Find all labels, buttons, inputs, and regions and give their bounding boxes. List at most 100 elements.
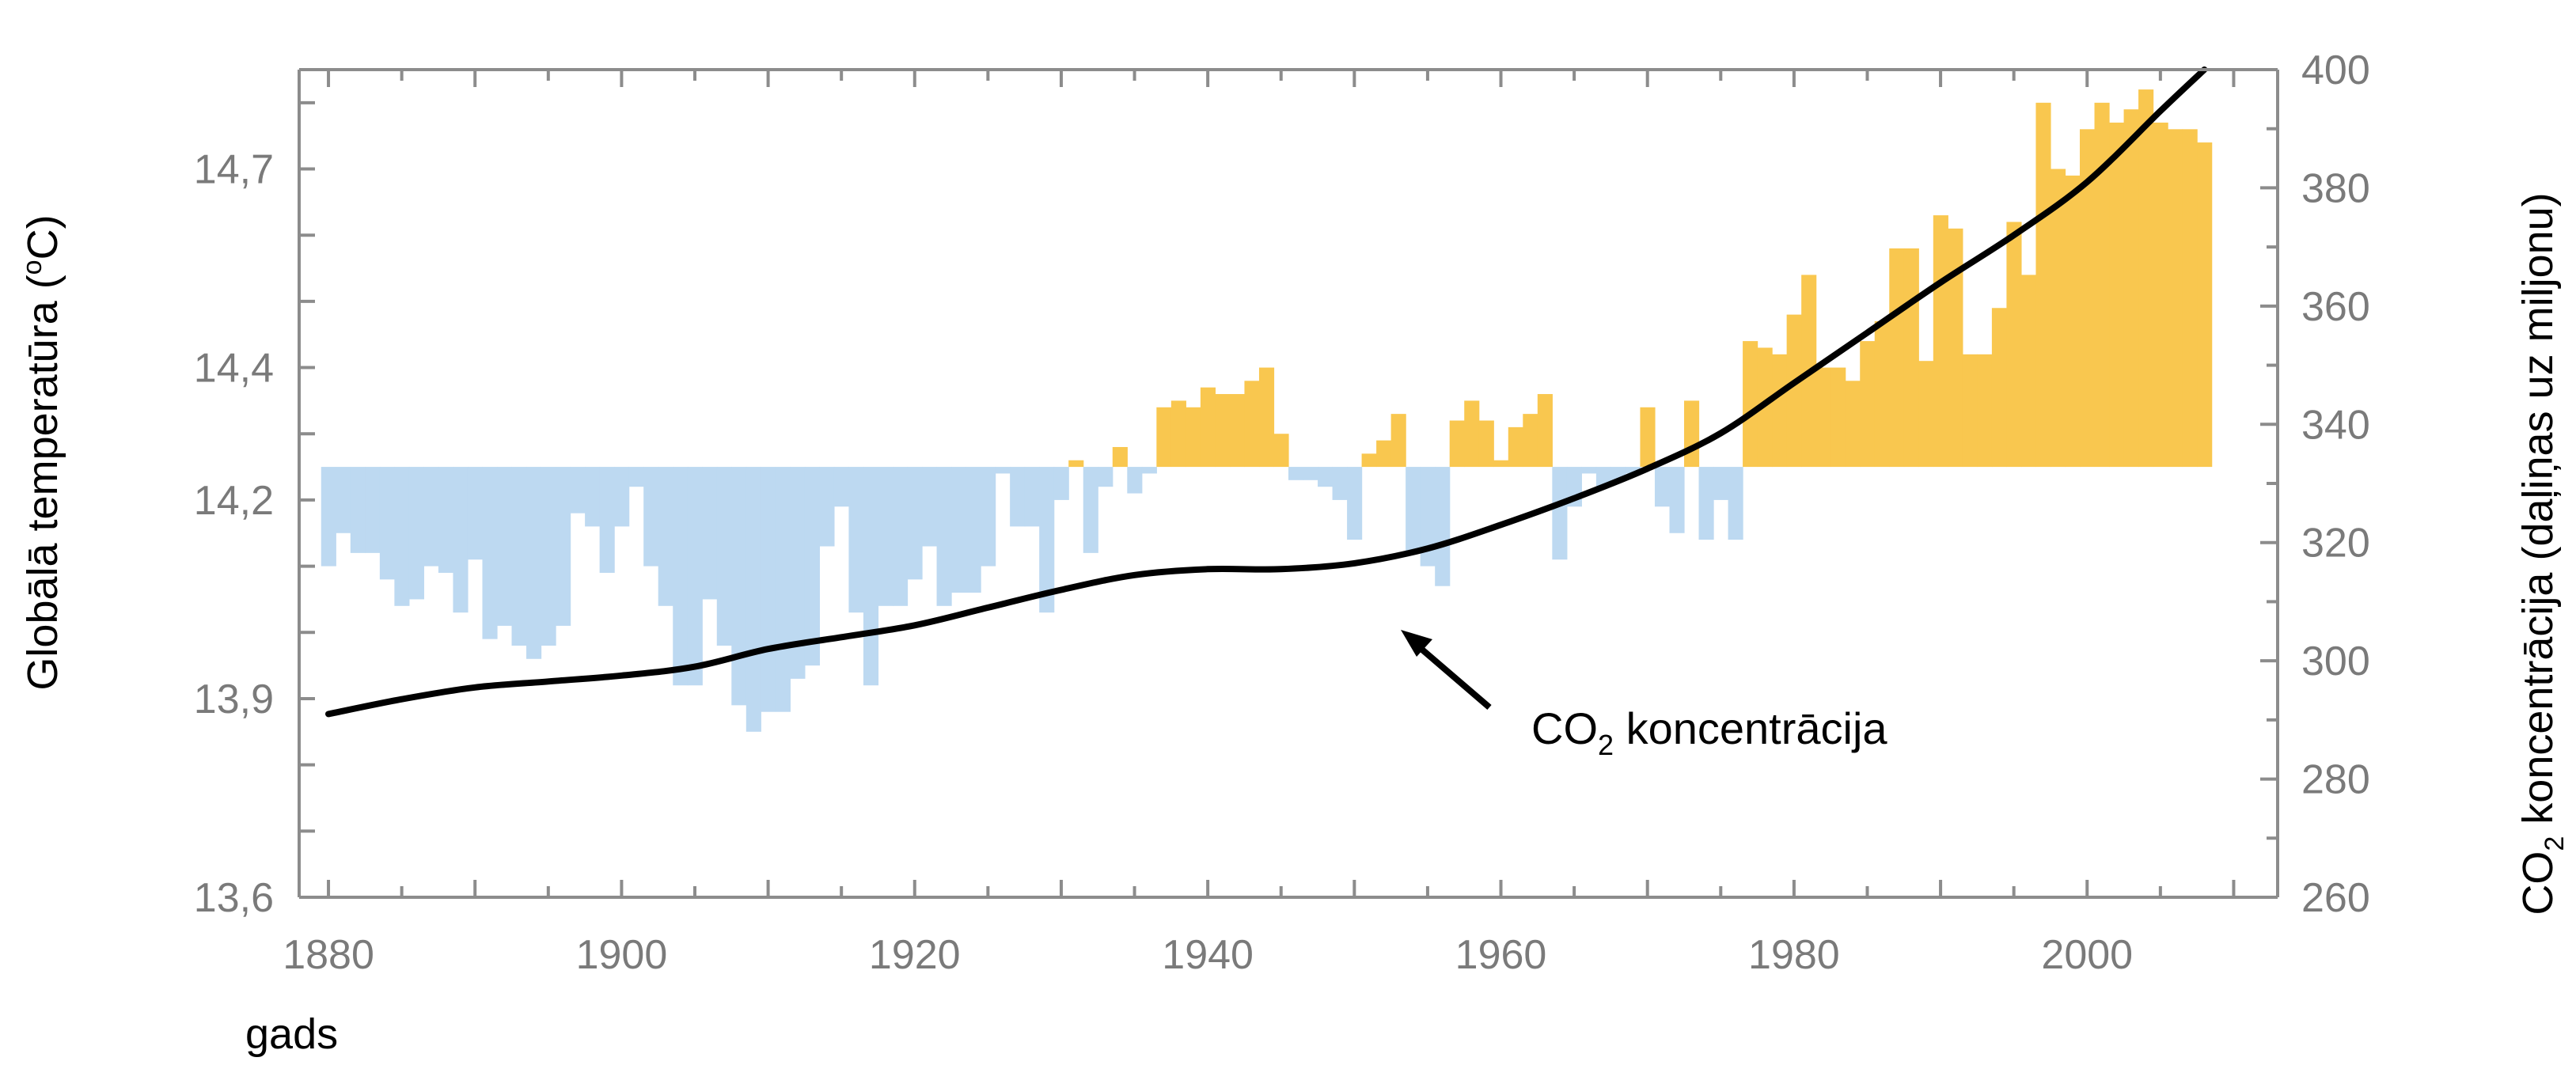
temperature-bar xyxy=(819,467,835,547)
temperature-bar xyxy=(995,467,1011,474)
temperature-bar xyxy=(1229,394,1246,468)
temperature-bar xyxy=(379,467,395,580)
temperature-bar xyxy=(1098,467,1113,487)
annotation-label-pre: CO xyxy=(1531,703,1598,753)
x-tick-label: 1960 xyxy=(1455,932,1547,978)
temperature-bar xyxy=(1053,467,1069,500)
y-axis-right-title-pre: CO xyxy=(2514,851,2562,915)
temperature-bar xyxy=(833,467,850,507)
co2-line xyxy=(325,66,2208,718)
temperature-bar xyxy=(1728,467,1743,540)
temperature-bar xyxy=(1640,407,1656,468)
temperature-bar xyxy=(336,467,351,533)
temperature-bar xyxy=(1493,460,1509,468)
y2-tick-label: 320 xyxy=(2301,521,2370,567)
temperature-bar xyxy=(1669,467,1685,533)
temperature-bar xyxy=(1288,467,1304,480)
temperature-bar xyxy=(1860,341,1876,468)
temperature-bar xyxy=(1112,446,1128,468)
temperature-bar xyxy=(1215,394,1231,468)
x-tick-label: 1980 xyxy=(1748,932,1840,978)
x-axis-ticks: 1880 1900 1920 1940 1960 1980 2000 xyxy=(283,70,2236,978)
y-tick-label: 14,2 xyxy=(194,478,274,524)
y-axis-left-title: Globālā temperatūra (oC) xyxy=(17,214,66,690)
y2-tick-label: 280 xyxy=(2301,757,2370,803)
temperature-bar xyxy=(1889,248,1905,468)
temperature-bar xyxy=(1258,367,1275,468)
temperature-bar xyxy=(2168,129,2183,468)
temperature-bar xyxy=(1743,341,1758,468)
temperature-bar xyxy=(936,467,952,606)
annotation-arrow-shaft xyxy=(1414,642,1492,711)
temperature-bar xyxy=(2080,129,2096,468)
temperature-bar xyxy=(1772,354,1788,468)
temperature-bar xyxy=(1156,407,1172,468)
temperature-bar xyxy=(438,467,454,573)
y-tick-label: 14,4 xyxy=(194,346,274,392)
annotation-arrow-head xyxy=(1401,630,1432,657)
y-tick-label: 14,7 xyxy=(194,147,274,193)
temperature-bar xyxy=(775,467,791,712)
temperature-bar xyxy=(1449,420,1465,468)
temperature-bar xyxy=(907,467,923,580)
temperature-bar xyxy=(1508,426,1523,468)
y-axis-right-title: CO2 koncentrācija (daļiņas uz miljonu) xyxy=(2514,192,2570,915)
temperature-bar xyxy=(1786,314,1802,468)
temperature-bar xyxy=(1347,467,1363,540)
y2-tick-label: 400 xyxy=(2301,47,2370,93)
x-tick-label: 1940 xyxy=(1162,932,1254,978)
temperature-bar xyxy=(1684,400,1700,468)
temperature-bar xyxy=(1581,467,1597,474)
temperature-bar xyxy=(1948,228,1963,468)
temperature-bar xyxy=(1933,215,1948,468)
temperature-bar xyxy=(585,467,601,527)
temperature-bar xyxy=(1464,400,1480,468)
temperature-bar xyxy=(1831,367,1846,468)
temperature-bar xyxy=(1991,308,2008,468)
y2-tick-label: 340 xyxy=(2301,402,2370,448)
y-axis-right-title-post: koncentrācija (daļiņas uz miljonu) xyxy=(2514,192,2562,836)
plot-frame xyxy=(298,68,2279,899)
temperature-bar xyxy=(1713,467,1729,500)
temperature-bar xyxy=(1595,467,1612,487)
temperature-bar xyxy=(761,467,776,712)
x-tick-label: 1920 xyxy=(869,932,961,978)
temperature-bar xyxy=(2138,89,2154,468)
temperature-bar xyxy=(453,467,469,613)
y2-tick-label: 360 xyxy=(2301,284,2370,330)
temperature-bar xyxy=(1010,467,1026,527)
x-tick-label: 1900 xyxy=(576,932,668,978)
annotation-label: CO2 koncentrācija xyxy=(1531,703,1887,761)
temperature-bar xyxy=(526,467,542,659)
temperature-bar xyxy=(1390,414,1406,468)
temperature-bar xyxy=(1200,387,1216,468)
temperature-bar xyxy=(878,467,893,606)
temperature-bar xyxy=(1552,467,1568,560)
co2-annotation: CO2 koncentrācija xyxy=(1401,630,1887,761)
temperature-bars xyxy=(321,89,2213,732)
temperature-bar xyxy=(1625,467,1641,474)
temperature-bar xyxy=(863,467,879,686)
temperature-bar xyxy=(541,467,556,646)
temperature-bar xyxy=(981,467,996,567)
temperature-bar xyxy=(1962,354,1978,468)
temperature-bar xyxy=(658,467,673,606)
temperature-bar xyxy=(1420,467,1436,567)
temperature-bar xyxy=(643,467,659,567)
y-axis-right-ticks: 260 280 300 320 340 360 380 400 xyxy=(2260,47,2370,921)
temperature-bar xyxy=(1874,320,1890,468)
temperature-bar xyxy=(1903,248,1919,468)
temperature-bar xyxy=(687,467,703,686)
temperature-bar xyxy=(1318,467,1334,487)
temperature-bar xyxy=(1127,467,1143,494)
temperature-bar xyxy=(467,467,484,560)
temperature-bar xyxy=(1024,467,1040,527)
temperature-bar xyxy=(2123,109,2139,468)
temperature-bar xyxy=(2109,122,2125,468)
temperature-bar xyxy=(1523,414,1538,468)
temperature-bar xyxy=(2182,129,2198,468)
temperature-bar xyxy=(1361,453,1377,468)
temperature-bar xyxy=(1039,467,1055,613)
temperature-bar xyxy=(1273,434,1289,468)
